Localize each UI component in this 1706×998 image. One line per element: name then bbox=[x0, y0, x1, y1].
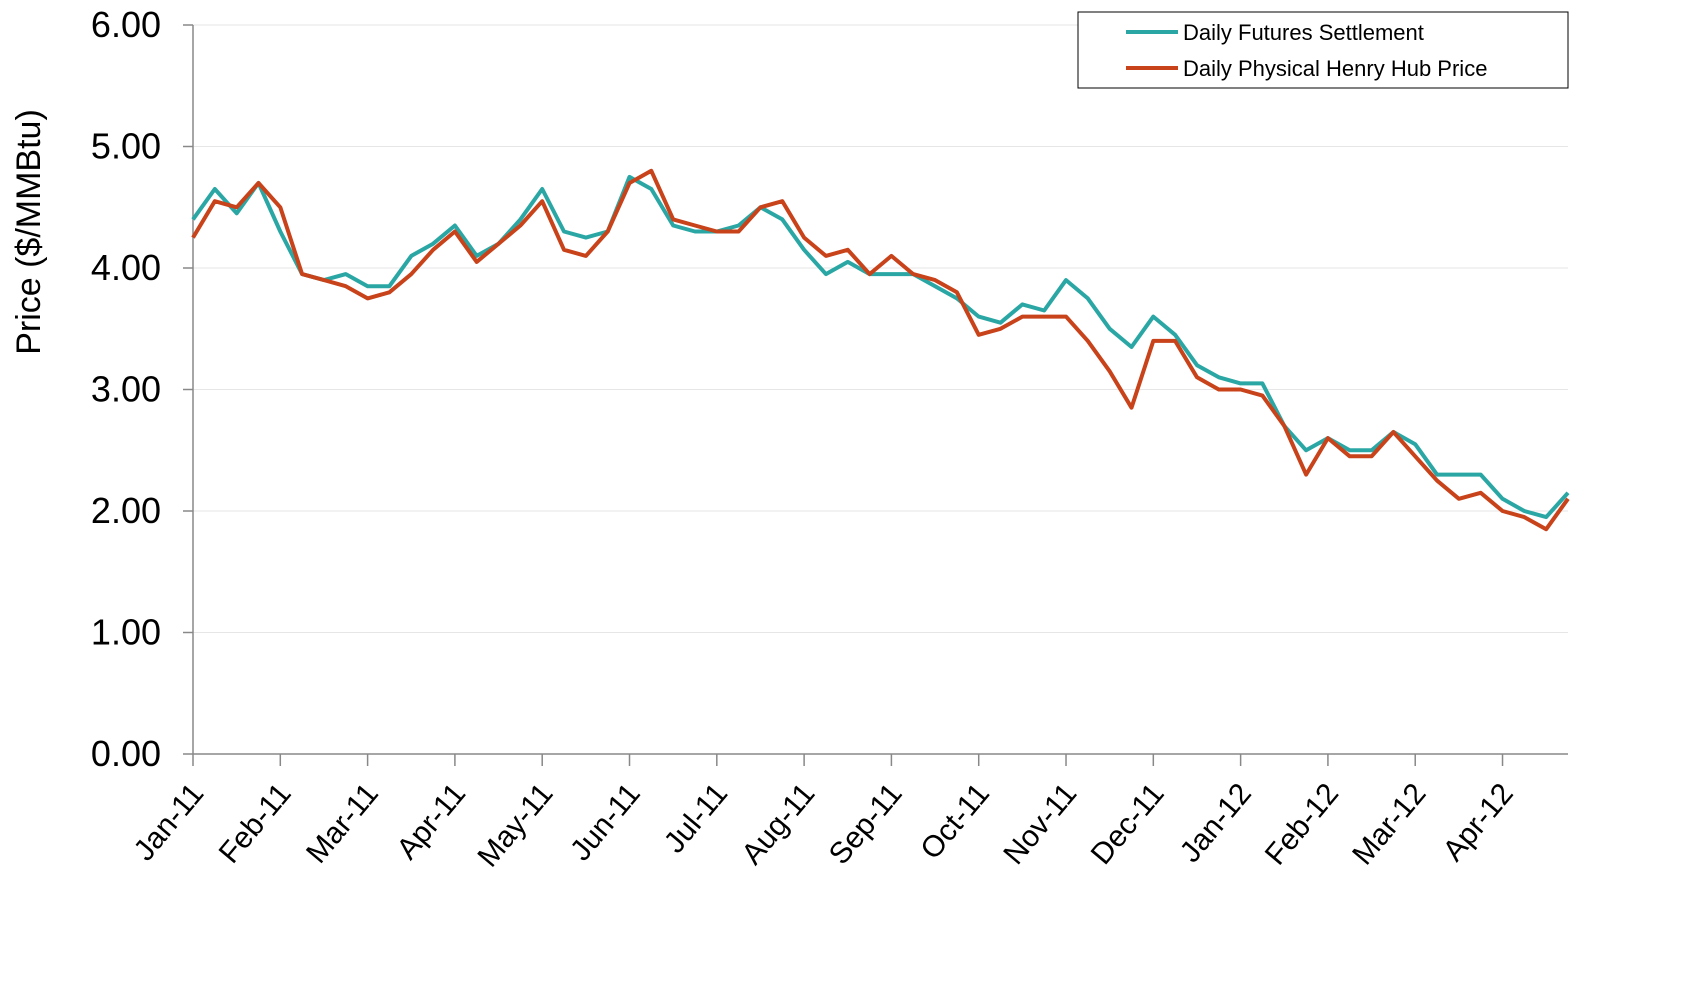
y-tick-label: 4.00 bbox=[91, 247, 161, 288]
y-tick-label: 2.00 bbox=[91, 490, 161, 531]
series-line bbox=[191, 174, 1570, 520]
y-tick-label: 0.00 bbox=[91, 733, 161, 774]
y-axis-label: Price ($/MMBtu) bbox=[10, 109, 48, 355]
x-tick-label: Aug-11 bbox=[735, 777, 821, 871]
x-tick-label: Oct-11 bbox=[914, 777, 996, 865]
x-tick-label: Feb-11 bbox=[213, 777, 298, 869]
legend-label: Daily Physical Henry Hub Price bbox=[1183, 56, 1487, 81]
x-tick-label: Jan-12 bbox=[1174, 777, 1258, 868]
x-tick-label: Feb-12 bbox=[1259, 777, 1345, 871]
x-tick-label: Mar-11 bbox=[300, 777, 385, 869]
x-tick-label: Dec-11 bbox=[1085, 777, 1171, 871]
x-tick-label: Apr-11 bbox=[391, 777, 473, 865]
x-tick-label: Mar-12 bbox=[1346, 777, 1432, 871]
series-line bbox=[191, 168, 1570, 532]
x-tick-label: Apr-12 bbox=[1437, 777, 1520, 867]
x-tick-label: Sep-11 bbox=[823, 777, 909, 871]
legend-label: Daily Futures Settlement bbox=[1183, 20, 1424, 45]
x-tick-label: Jan-11 bbox=[128, 777, 211, 867]
x-tick-label: May-11 bbox=[471, 777, 559, 873]
legend-box bbox=[1077, 11, 1569, 89]
y-tick-label: 5.00 bbox=[91, 126, 161, 167]
x-tick-label: Nov-11 bbox=[997, 777, 1083, 871]
y-tick-label: 6.00 bbox=[91, 4, 161, 45]
y-tick-label: 3.00 bbox=[91, 369, 161, 410]
y-tick-label: 1.00 bbox=[91, 612, 161, 653]
x-tick-label: Jul-11 bbox=[658, 777, 734, 859]
x-tick-label: Jun-11 bbox=[564, 777, 647, 867]
